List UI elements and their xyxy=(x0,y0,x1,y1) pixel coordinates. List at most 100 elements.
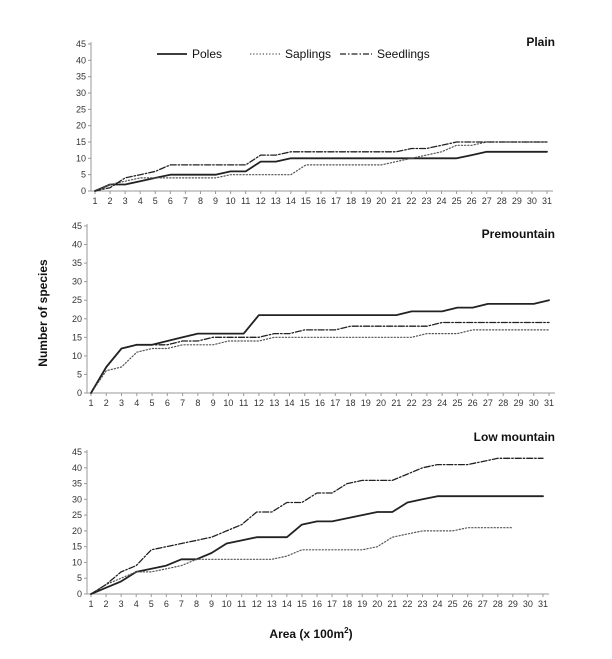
x-axis-title-prefix: Area (x 100m xyxy=(269,627,344,641)
x-tick-label: 6 xyxy=(164,599,169,609)
series-line-saplings xyxy=(94,141,548,192)
x-tick-label: 4 xyxy=(138,196,143,206)
y-tick-label: 25 xyxy=(76,104,86,114)
y-tick-label: 35 xyxy=(76,72,86,82)
y-tick-label: 45 xyxy=(72,447,82,457)
y-tick-label: 25 xyxy=(72,510,82,520)
legend-label-seedlings: Seedlings xyxy=(377,47,430,61)
x-tick-label: 5 xyxy=(149,599,154,609)
x-tick-label: 28 xyxy=(498,398,508,408)
x-tick-label: 10 xyxy=(222,599,232,609)
y-tick-label: 5 xyxy=(77,573,82,583)
x-tick-label: 22 xyxy=(402,599,412,609)
y-tick-label: 10 xyxy=(72,351,82,361)
x-tick-label: 22 xyxy=(407,398,417,408)
x-tick-label: 18 xyxy=(346,196,356,206)
x-tick-label: 14 xyxy=(284,398,294,408)
x-tick-label: 24 xyxy=(437,196,447,206)
x-tick-label: 25 xyxy=(452,398,462,408)
x-tick-label: 13 xyxy=(267,599,277,609)
x-tick-label: 26 xyxy=(467,196,477,206)
x-tick-label: 4 xyxy=(134,599,139,609)
x-tick-label: 3 xyxy=(123,196,128,206)
x-tick-label: 13 xyxy=(271,196,281,206)
x-tick-label: 3 xyxy=(119,398,124,408)
panel-title: Low mountain xyxy=(474,430,555,444)
x-tick-label: 27 xyxy=(483,398,493,408)
series-line-seedlings xyxy=(90,321,550,394)
x-tick-label: 28 xyxy=(493,599,503,609)
x-tick-label: 15 xyxy=(297,599,307,609)
x-tick-label: 7 xyxy=(179,599,184,609)
y-axis-title: Number of species xyxy=(36,259,50,367)
x-tick-label: 2 xyxy=(104,599,109,609)
x-tick-label: 14 xyxy=(286,196,296,206)
series-line-poles xyxy=(90,495,544,595)
x-tick-label: 16 xyxy=(315,398,325,408)
x-tick-label: 1 xyxy=(88,398,93,408)
y-tick-label: 0 xyxy=(81,186,86,196)
y-tick-label: 20 xyxy=(76,121,86,131)
x-tick-label: 19 xyxy=(361,196,371,206)
y-tick-label: 45 xyxy=(72,221,82,231)
x-tick-label: 2 xyxy=(104,398,109,408)
series-line-seedlings xyxy=(94,141,548,192)
x-tick-label: 9 xyxy=(211,398,216,408)
x-axis-title: Area (x 100m2) xyxy=(269,626,352,641)
x-tick-label: 17 xyxy=(327,599,337,609)
y-tick-label: 5 xyxy=(77,369,82,379)
x-tick-label: 12 xyxy=(252,599,262,609)
x-tick-label: 5 xyxy=(153,196,158,206)
x-tick-label: 26 xyxy=(463,599,473,609)
y-tick-label: 30 xyxy=(72,494,82,504)
legend-label-saplings: Saplings xyxy=(285,47,331,61)
y-tick-label: 20 xyxy=(72,526,82,536)
series-line-poles xyxy=(90,299,550,394)
series-line-seedlings xyxy=(90,457,544,595)
x-tick-label: 11 xyxy=(237,599,246,609)
x-tick-label: 16 xyxy=(316,196,326,206)
x-tick-label: 18 xyxy=(346,398,356,408)
x-tick-label: 8 xyxy=(195,398,200,408)
x-tick-label: 31 xyxy=(538,599,548,609)
x-tick-label: 23 xyxy=(417,599,427,609)
x-tick-label: 7 xyxy=(180,398,185,408)
x-tick-label: 21 xyxy=(391,398,401,408)
x-tick-label: 30 xyxy=(523,599,533,609)
panel-title: Premountain xyxy=(482,227,555,241)
x-tick-label: 25 xyxy=(452,196,462,206)
x-tick-label: 6 xyxy=(165,398,170,408)
x-tick-label: 9 xyxy=(209,599,214,609)
x-tick-label: 20 xyxy=(376,398,386,408)
x-tick-label: 31 xyxy=(544,398,554,408)
x-tick-label: 24 xyxy=(433,599,443,609)
x-tick-label: 19 xyxy=(357,599,367,609)
x-tick-label: 26 xyxy=(468,398,478,408)
y-tick-label: 10 xyxy=(76,153,86,163)
y-tick-label: 30 xyxy=(76,88,86,98)
x-tick-label: 25 xyxy=(448,599,458,609)
legend-label-poles: Poles xyxy=(192,47,222,61)
x-tick-label: 2 xyxy=(108,196,113,206)
y-tick-label: 45 xyxy=(76,39,86,49)
x-tick-label: 12 xyxy=(254,398,264,408)
x-tick-label: 29 xyxy=(513,398,523,408)
series-line-saplings xyxy=(90,527,514,595)
y-tick-label: 40 xyxy=(72,240,82,250)
y-tick-label: 30 xyxy=(72,277,82,287)
x-tick-label: 27 xyxy=(478,599,488,609)
x-tick-label: 14 xyxy=(282,599,292,609)
series-line-poles xyxy=(94,150,548,192)
x-tick-label: 29 xyxy=(512,196,522,206)
x-tick-label: 15 xyxy=(300,398,310,408)
x-tick-label: 19 xyxy=(361,398,371,408)
x-tick-label: 11 xyxy=(241,196,250,206)
y-tick-label: 35 xyxy=(72,479,82,489)
x-tick-label: 30 xyxy=(529,398,539,408)
x-tick-label: 23 xyxy=(421,196,431,206)
x-tick-label: 16 xyxy=(312,599,322,609)
x-tick-label: 22 xyxy=(406,196,416,206)
